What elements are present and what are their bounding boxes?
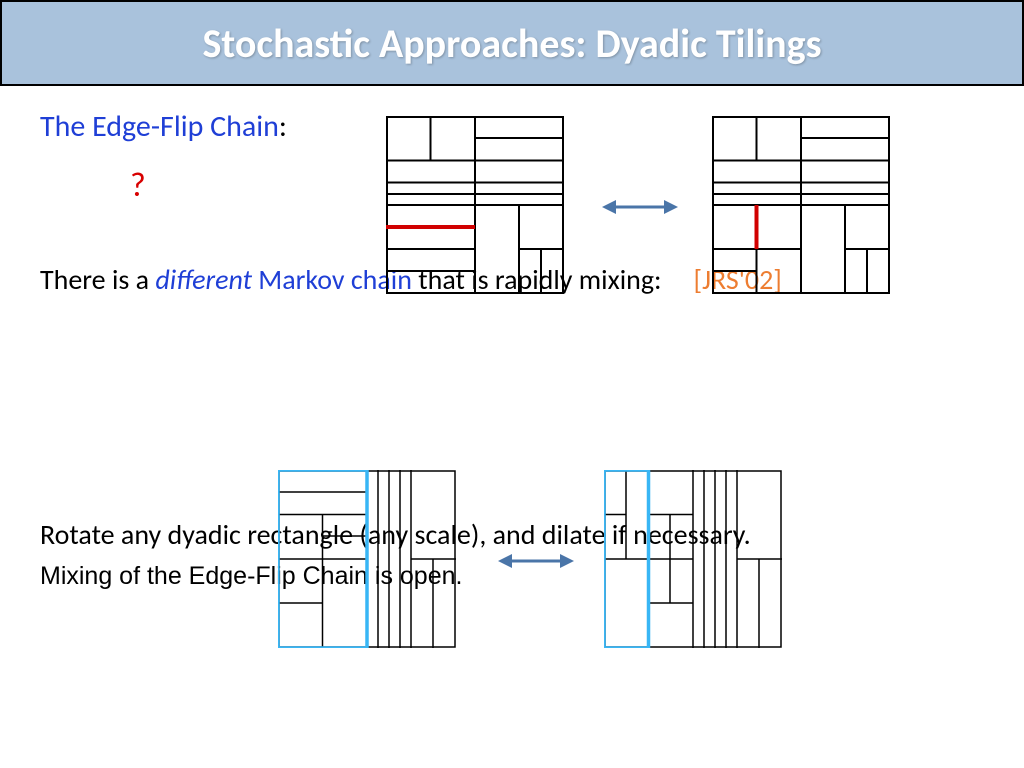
- title-bar: Stochastic Approaches: Dyadic Tilings: [0, 0, 1024, 86]
- double-arrow-bottom: [496, 546, 576, 576]
- line2-ital: different: [155, 262, 252, 297]
- subtitle-text: The Edge-Flip Chain: [40, 108, 279, 145]
- subtitle-colon: :: [279, 108, 287, 145]
- tiling-bottom-left: [278, 470, 456, 648]
- double-arrow-top: [600, 192, 680, 222]
- line2-pre: There is a: [40, 262, 155, 297]
- tiling-top-right: [712, 116, 890, 294]
- tiling-bottom-right: [604, 470, 782, 648]
- tiling-top-left: [386, 116, 564, 294]
- slide-title: Stochastic Approaches: Dyadic Tilings: [202, 19, 821, 68]
